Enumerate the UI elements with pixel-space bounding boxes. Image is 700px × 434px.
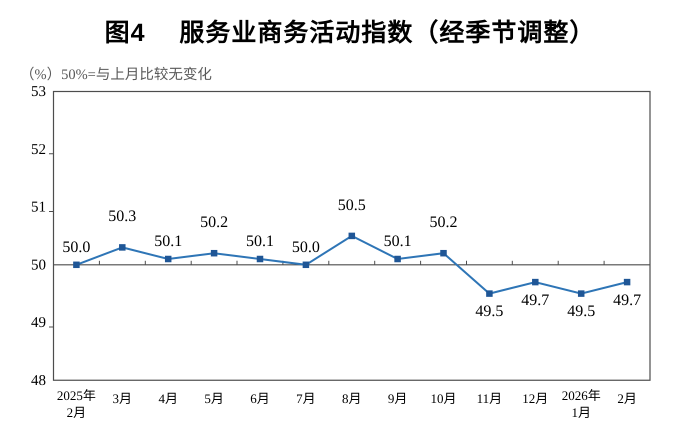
svg-text:49.7: 49.7 xyxy=(613,292,641,309)
svg-text:4月: 4月 xyxy=(158,391,178,406)
svg-text:50.2: 50.2 xyxy=(200,214,228,231)
svg-text:8月: 8月 xyxy=(342,391,362,406)
svg-text:50.0: 50.0 xyxy=(62,239,90,256)
svg-text:50.1: 50.1 xyxy=(246,233,274,250)
svg-text:50.2: 50.2 xyxy=(430,214,458,231)
svg-text:1月: 1月 xyxy=(571,405,591,420)
svg-text:50: 50 xyxy=(31,257,46,273)
svg-text:49.5: 49.5 xyxy=(567,303,595,320)
svg-text:2025年: 2025年 xyxy=(57,388,96,403)
svg-text:50.1: 50.1 xyxy=(154,233,182,250)
svg-text:49.5: 49.5 xyxy=(475,303,503,320)
svg-text:10月: 10月 xyxy=(430,391,456,406)
svg-text:6月: 6月 xyxy=(250,391,270,406)
svg-text:49: 49 xyxy=(31,315,46,331)
svg-text:12月: 12月 xyxy=(522,391,548,406)
svg-text:3月: 3月 xyxy=(113,391,133,406)
svg-text:50.3: 50.3 xyxy=(108,208,136,225)
svg-text:11月: 11月 xyxy=(477,391,503,406)
svg-text:50.0: 50.0 xyxy=(292,239,320,256)
svg-text:2026年: 2026年 xyxy=(562,388,601,403)
svg-text:2月: 2月 xyxy=(67,405,87,420)
svg-text:50.5: 50.5 xyxy=(338,197,366,214)
svg-text:2月: 2月 xyxy=(617,391,637,406)
svg-text:53: 53 xyxy=(31,84,46,100)
svg-text:9月: 9月 xyxy=(388,391,408,406)
svg-text:50.1: 50.1 xyxy=(384,233,412,250)
svg-text:49.7: 49.7 xyxy=(521,292,549,309)
svg-text:5月: 5月 xyxy=(204,391,224,406)
svg-text:52: 52 xyxy=(31,142,46,158)
svg-text:51: 51 xyxy=(31,200,46,216)
svg-text:7月: 7月 xyxy=(296,391,316,406)
svg-text:48: 48 xyxy=(31,373,46,389)
